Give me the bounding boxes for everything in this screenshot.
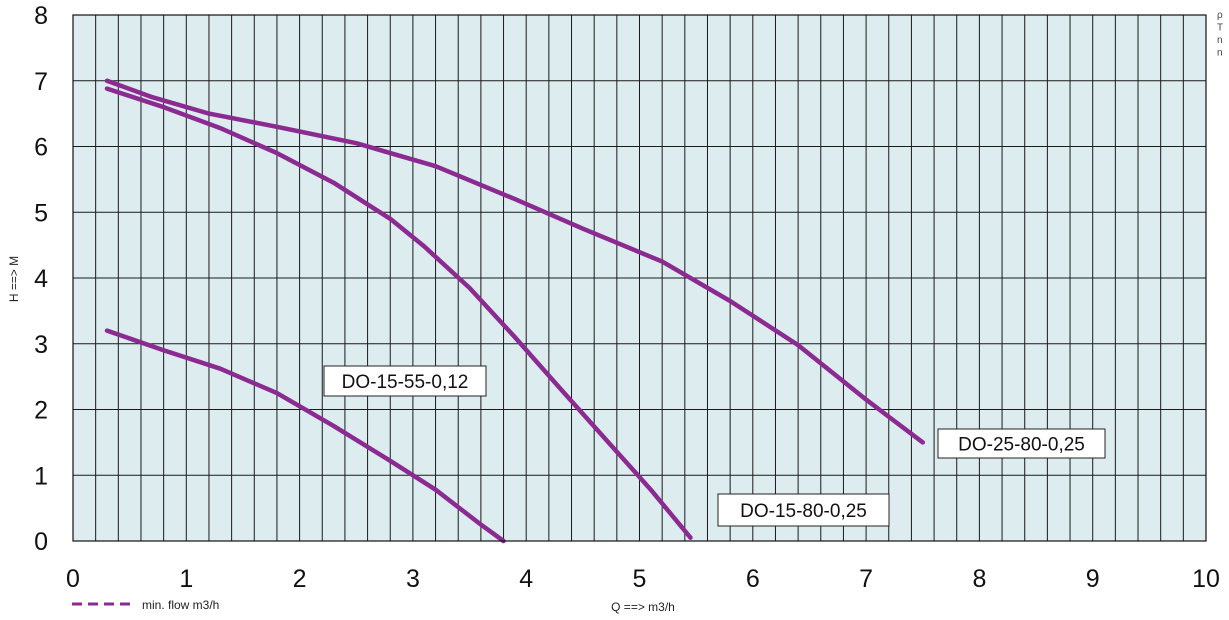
y-tick-label: 6 — [34, 134, 48, 162]
y-tick-label: 8 — [34, 2, 48, 30]
legend-label: min. flow m3/h — [142, 598, 219, 612]
x-tick-label: 1 — [179, 565, 193, 593]
x-tick-label: 6 — [746, 565, 760, 593]
curve-do-15-55 — [104, 328, 506, 544]
corner-letter: ρ — [1217, 10, 1223, 21]
x-tick-label: 5 — [633, 565, 647, 593]
label-box — [717, 493, 890, 527]
label-text: DO-25-80-0,25 — [958, 435, 1085, 456]
x-tick-label: 4 — [519, 565, 533, 593]
y-tick-label: 4 — [34, 265, 48, 293]
y-tick-label: 5 — [34, 199, 48, 227]
legend: min. flow m3/h — [72, 598, 219, 612]
y-axis-title: H ==> M — [7, 256, 21, 302]
x-tick-label: 0 — [66, 565, 80, 593]
corner-letter: n — [1217, 48, 1223, 59]
x-tick-label: 10 — [1192, 565, 1220, 593]
corner-letter: T — [1217, 23, 1223, 34]
y-tick-label: 2 — [34, 397, 48, 425]
label-do-15-55: DO-15-55-0,12 — [323, 365, 487, 397]
x-tick-label: 2 — [293, 565, 307, 593]
label-box — [323, 365, 487, 397]
label-box — [937, 428, 1106, 459]
y-tick-label: 3 — [34, 331, 48, 359]
curve-do-25-80 — [104, 78, 926, 445]
plot-frame — [72, 14, 1207, 542]
label-text: DO-15-55-0,12 — [342, 372, 469, 393]
x-axis-title: Q ==> m3/h — [611, 600, 675, 614]
x-tick-label: 7 — [859, 565, 873, 593]
label-text: DO-15-80-0,25 — [740, 501, 867, 522]
y-tick-label: 0 — [34, 528, 48, 556]
x-tick-label: 9 — [1086, 565, 1100, 593]
label-do-15-80: DO-15-80-0,25 — [717, 493, 890, 527]
x-tick-label: 8 — [972, 565, 986, 593]
y-tick-label: 7 — [34, 68, 48, 96]
x-tick-label: 3 — [406, 565, 420, 593]
label-do-25-80: DO-25-80-0,25 — [937, 428, 1106, 459]
corner-letter: n — [1217, 35, 1223, 46]
curve-do-15-80 — [104, 86, 693, 540]
y-tick-label: 1 — [34, 462, 48, 490]
